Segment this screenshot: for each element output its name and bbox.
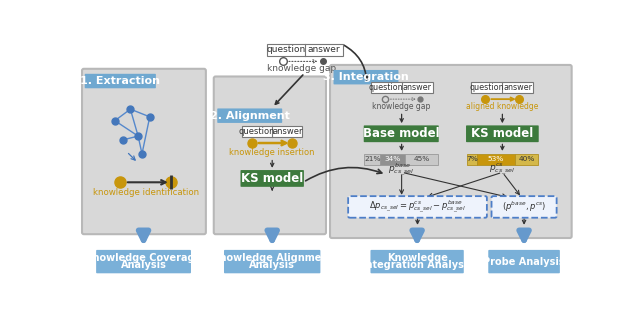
Bar xyxy=(380,154,404,165)
FancyBboxPatch shape xyxy=(348,196,487,218)
FancyBboxPatch shape xyxy=(224,250,321,273)
Bar xyxy=(477,154,515,165)
FancyBboxPatch shape xyxy=(214,76,326,234)
Text: Probe Analysis: Probe Analysis xyxy=(483,257,565,267)
Bar xyxy=(404,154,438,165)
Text: Knowledge Alignment: Knowledge Alignment xyxy=(212,253,333,263)
Text: answer: answer xyxy=(403,83,431,92)
Bar xyxy=(267,44,343,56)
Text: question: question xyxy=(470,83,504,92)
FancyBboxPatch shape xyxy=(364,125,439,142)
Text: knowledge gap: knowledge gap xyxy=(372,102,431,111)
Bar xyxy=(242,126,303,137)
Text: knowledge gap: knowledge gap xyxy=(267,64,336,73)
Text: KS model: KS model xyxy=(241,172,303,185)
Text: 34%: 34% xyxy=(384,156,401,162)
Text: 21%: 21% xyxy=(364,156,380,162)
Text: KS model: KS model xyxy=(471,127,534,140)
FancyBboxPatch shape xyxy=(488,250,560,273)
Text: 1. Extraction: 1. Extraction xyxy=(80,76,160,86)
Text: question: question xyxy=(239,127,275,136)
Text: Integration Analysis: Integration Analysis xyxy=(362,260,473,271)
FancyBboxPatch shape xyxy=(241,170,304,187)
FancyBboxPatch shape xyxy=(371,250,464,273)
FancyBboxPatch shape xyxy=(492,196,557,218)
Text: Analysis: Analysis xyxy=(120,260,166,271)
Bar xyxy=(467,154,477,165)
Text: answer: answer xyxy=(272,127,303,136)
FancyBboxPatch shape xyxy=(84,74,156,88)
Text: question: question xyxy=(369,83,403,92)
Text: knowledge identification: knowledge identification xyxy=(93,188,199,197)
Text: $p_{cs\_sel}^{base}$: $p_{cs\_sel}^{base}$ xyxy=(388,161,415,178)
Text: $(p^{base}, p^{cs})$: $(p^{base}, p^{cs})$ xyxy=(502,200,546,214)
FancyBboxPatch shape xyxy=(330,65,572,238)
Text: 45%: 45% xyxy=(413,156,429,162)
Text: Base model: Base model xyxy=(364,127,440,140)
Bar xyxy=(472,82,533,93)
FancyBboxPatch shape xyxy=(217,109,282,123)
Text: 7%: 7% xyxy=(466,156,477,162)
Text: 3. Integration: 3. Integration xyxy=(323,72,409,82)
Text: 53%: 53% xyxy=(488,156,504,162)
Text: answer: answer xyxy=(307,45,340,54)
FancyBboxPatch shape xyxy=(333,70,399,84)
Text: answer: answer xyxy=(504,83,532,92)
Text: $\Delta p_{cs\_sel} = p_{cs\_sel}^{cs} - p_{cs\_sel}^{base}$: $\Delta p_{cs\_sel} = p_{cs\_sel}^{cs} -… xyxy=(369,199,466,215)
Bar xyxy=(364,154,380,165)
Text: question: question xyxy=(266,45,305,54)
Text: knowledge insertion: knowledge insertion xyxy=(230,148,315,157)
FancyBboxPatch shape xyxy=(82,69,206,234)
Text: Knowledge Coverage: Knowledge Coverage xyxy=(86,253,202,263)
Bar xyxy=(515,154,538,165)
Text: Knowledge: Knowledge xyxy=(387,253,447,263)
Text: 2. Alignment: 2. Alignment xyxy=(210,111,290,121)
Text: aligned knowledge: aligned knowledge xyxy=(466,102,539,111)
Text: $p_{cs\_sel}^{cs}$: $p_{cs\_sel}^{cs}$ xyxy=(489,161,516,177)
FancyBboxPatch shape xyxy=(96,250,191,273)
FancyBboxPatch shape xyxy=(466,125,539,142)
Text: 40%: 40% xyxy=(518,156,534,162)
Text: Analysis: Analysis xyxy=(249,260,295,271)
Bar xyxy=(371,82,433,93)
